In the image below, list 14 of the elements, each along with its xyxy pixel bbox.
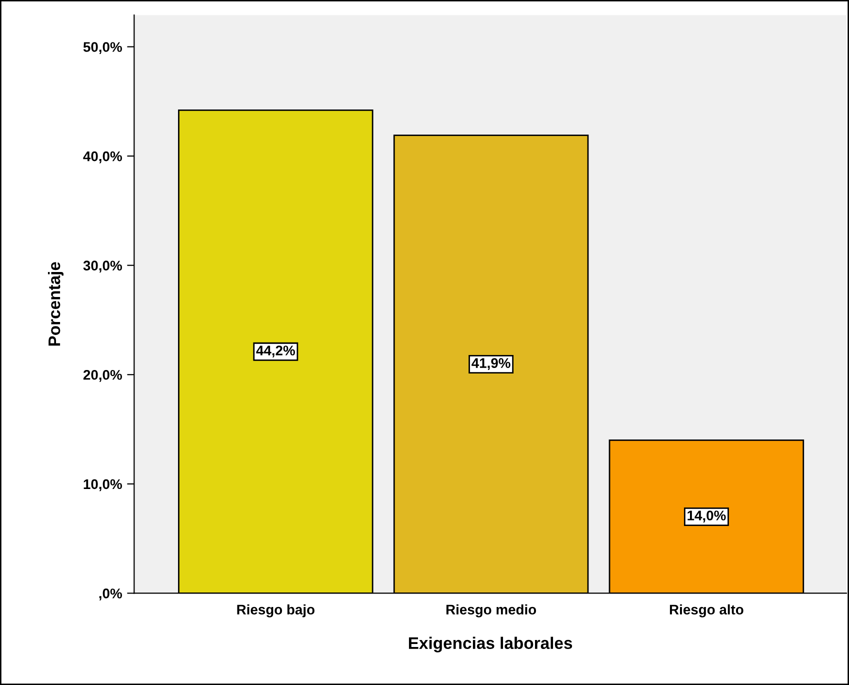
x-tick-label: Riesgo medio [446, 604, 536, 618]
y-tick-label: 40,0% [83, 151, 122, 164]
y-tick-label: 20,0% [83, 370, 122, 382]
y-tick-label: 10,0% [84, 479, 122, 492]
y-tick-label: 30,0% [83, 260, 122, 273]
y-tick-label: ,0% [99, 588, 122, 600]
data-label: 41,9% [472, 358, 510, 370]
data-label: 44,2% [256, 346, 295, 358]
x-tick-label: Riesgo alto [670, 604, 744, 618]
y-axis-title: Porcentaje [48, 262, 64, 346]
data-label: 14,0% [688, 510, 726, 522]
x-tick-label: Riesgo bajo [237, 604, 314, 618]
x-axis-title: Exigencias laborales [408, 636, 572, 652]
y-tick-label: 50,0% [83, 42, 122, 54]
